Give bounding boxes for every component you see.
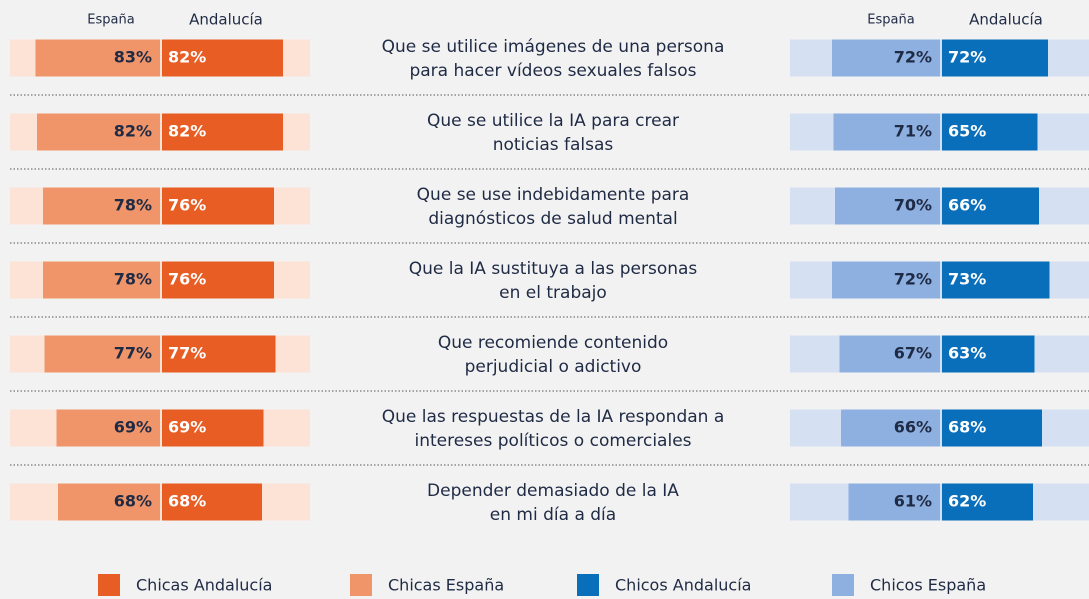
bar [43,187,160,225]
category-label: Que se use indebidamente para [417,185,690,205]
bar [162,483,262,521]
value-label: 78% [114,196,152,215]
value-label: 67% [894,344,932,363]
bar [162,335,276,373]
category-label: Que se utilice la IA para crear [427,111,679,131]
value-label: 65% [948,122,986,141]
value-label: 77% [168,344,206,363]
legend-swatch [350,574,372,596]
value-label: 69% [114,418,152,437]
bar [841,409,940,447]
bar [162,187,274,225]
value-label: 71% [894,122,932,141]
value-label: 72% [948,48,986,67]
value-label: 77% [114,344,152,363]
category-label: perjudicial o adictivo [465,357,642,377]
column-label: España [867,13,914,28]
value-label: 73% [948,270,986,289]
bar [942,483,1033,521]
bar [162,409,264,447]
value-label: 82% [168,122,206,141]
value-label: 78% [114,270,152,289]
bar [942,187,1039,225]
legend-label: Chicas Andalucía [136,576,272,595]
bar [43,261,160,299]
bar [35,39,160,77]
value-label: 70% [894,196,932,215]
category-label: Que la IA sustituya a las personas [409,259,698,279]
bar [942,335,1035,373]
value-label: 83% [114,48,152,67]
category-label: en el trabajo [499,283,607,303]
bar [835,187,940,225]
category-label: diagnósticos de salud mental [428,209,677,229]
value-label: 68% [948,418,986,437]
bar [942,409,1042,447]
category-label: Depender demasiado de la IA [427,481,679,501]
value-label: 66% [948,196,986,215]
value-label: 62% [948,492,986,511]
legend-swatch [832,574,854,596]
bar [162,113,283,151]
bar [942,261,1050,299]
bar [942,39,1048,77]
value-label: 76% [168,270,206,289]
value-label: 63% [948,344,986,363]
legend-swatch [98,574,120,596]
value-label: 61% [894,492,932,511]
legend-swatch [577,574,599,596]
value-label: 76% [168,196,206,215]
value-label: 68% [114,492,152,511]
category-label: Que se utilice imágenes de una persona [382,37,725,57]
bar [832,39,940,77]
bar [832,261,940,299]
category-label: en mi día a día [490,505,616,525]
value-label: 66% [894,418,932,437]
category-label: noticias falsas [493,135,614,155]
bar [162,39,283,77]
value-label: 69% [168,418,206,437]
column-label: Andalucía [189,11,263,29]
category-label: Que las respuestas de la IA respondan a [382,407,725,427]
bar [162,261,274,299]
bar [44,335,160,373]
column-label: Andalucía [969,11,1043,29]
value-label: 68% [168,492,206,511]
bar [37,113,160,151]
bar [56,409,160,447]
category-label: Que recomiende contenido [438,333,668,353]
column-label: España [87,13,134,28]
legend-label: Chicas España [388,576,504,595]
value-label: 72% [894,48,932,67]
bar [942,113,1038,151]
bar [833,113,940,151]
legend-label: Chicos España [870,576,986,595]
legend-label: Chicos Andalucía [615,576,751,595]
value-label: 82% [168,48,206,67]
value-label: 82% [114,122,152,141]
category-label: para hacer vídeos sexuales falsos [409,61,696,81]
bar [58,483,160,521]
category-label: intereses políticos o comerciales [414,431,691,451]
bar [848,483,940,521]
value-label: 72% [894,270,932,289]
bar [839,335,940,373]
